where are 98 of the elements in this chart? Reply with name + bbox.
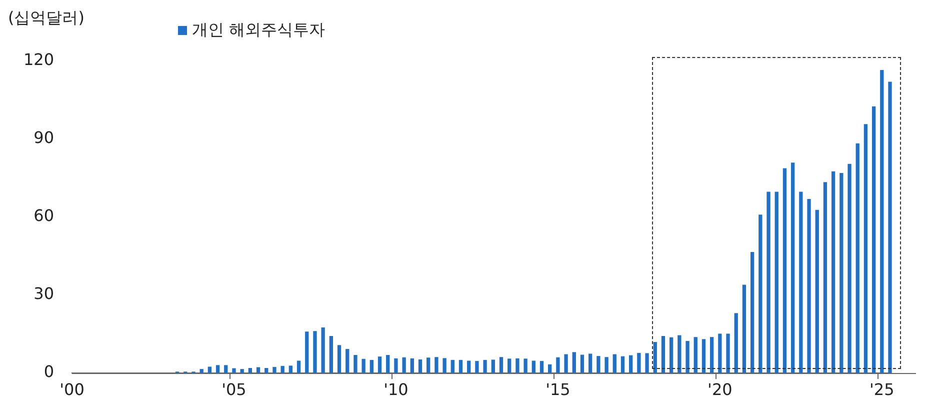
bar — [572, 352, 576, 374]
bar — [313, 331, 317, 374]
bar — [434, 357, 438, 374]
bar — [337, 345, 342, 374]
bar — [588, 354, 592, 374]
bar — [410, 358, 414, 374]
x-tick-label: '10 — [384, 380, 408, 399]
bar — [750, 252, 754, 374]
bar — [766, 192, 770, 374]
bar — [483, 360, 487, 374]
bar — [612, 354, 616, 374]
x-tick-label: '05 — [222, 380, 246, 399]
bar — [362, 358, 366, 374]
bar — [402, 357, 406, 374]
bar — [240, 369, 244, 374]
bar — [208, 366, 212, 374]
bar — [272, 366, 276, 374]
x-tick-label: '00 — [60, 380, 84, 399]
bar — [620, 356, 625, 374]
bar — [604, 357, 608, 374]
bar — [548, 364, 552, 374]
bar — [321, 327, 325, 374]
bar — [516, 358, 520, 374]
bar — [823, 182, 828, 374]
bar — [346, 349, 350, 374]
x-tick-label: '20 — [708, 380, 732, 399]
bar — [499, 357, 504, 374]
bar — [637, 352, 641, 374]
bar — [475, 360, 479, 374]
bar — [702, 339, 706, 374]
x-tick-label: '15 — [546, 380, 570, 399]
x-tick-label: '25 — [870, 380, 894, 399]
bar — [248, 368, 252, 374]
bar — [694, 337, 698, 374]
legend-label: 개인 해외주식투자 — [192, 20, 326, 41]
bar — [305, 332, 309, 374]
bar — [872, 106, 876, 374]
bar — [556, 357, 560, 374]
bar — [686, 340, 690, 374]
y-tick-label: 0 — [44, 362, 54, 382]
bar — [296, 360, 301, 374]
bar — [774, 192, 778, 374]
bar — [678, 335, 682, 374]
bar — [288, 366, 293, 374]
bar — [256, 367, 260, 374]
y-tick-label: 60 — [34, 206, 54, 226]
bar — [742, 284, 746, 374]
bar — [807, 198, 811, 374]
bar — [840, 172, 844, 374]
bar — [232, 368, 236, 374]
bar — [799, 192, 803, 374]
bar — [653, 342, 657, 374]
bar — [370, 360, 374, 374]
bar — [629, 355, 633, 374]
bar — [661, 336, 666, 374]
bar — [442, 358, 446, 374]
y-tick-label: 90 — [34, 128, 54, 148]
bar — [216, 365, 220, 374]
bar — [386, 354, 390, 374]
bar — [864, 124, 868, 374]
bar — [329, 336, 333, 374]
bar — [888, 82, 892, 374]
bar — [758, 214, 762, 374]
bar — [848, 164, 852, 374]
bar — [726, 334, 730, 374]
bar — [580, 354, 584, 374]
bar — [782, 168, 787, 374]
bar — [378, 356, 382, 374]
bar — [856, 143, 860, 374]
bar — [831, 171, 836, 374]
bar — [532, 360, 536, 374]
y-axis-title: (십억달러) — [8, 8, 84, 29]
bar — [426, 358, 430, 374]
bar — [540, 360, 544, 374]
bar — [354, 354, 358, 374]
bar — [669, 337, 674, 374]
bar — [645, 353, 649, 374]
bar — [450, 360, 454, 374]
bar — [815, 210, 819, 374]
y-tick-label: 30 — [34, 284, 54, 304]
bar — [394, 358, 398, 374]
bar — [524, 358, 528, 374]
y-tick-label: 120 — [23, 50, 54, 70]
bar — [508, 358, 512, 374]
bar — [710, 337, 714, 374]
bar — [467, 360, 471, 374]
bar — [491, 360, 495, 374]
bar — [564, 354, 568, 374]
bar — [224, 365, 228, 374]
bar — [264, 368, 268, 374]
bar — [458, 360, 463, 374]
bar — [280, 366, 284, 374]
bar — [596, 356, 600, 374]
bar — [718, 334, 722, 374]
bar — [418, 359, 422, 374]
bar — [880, 70, 884, 374]
bar — [790, 162, 795, 374]
bar — [734, 313, 738, 374]
